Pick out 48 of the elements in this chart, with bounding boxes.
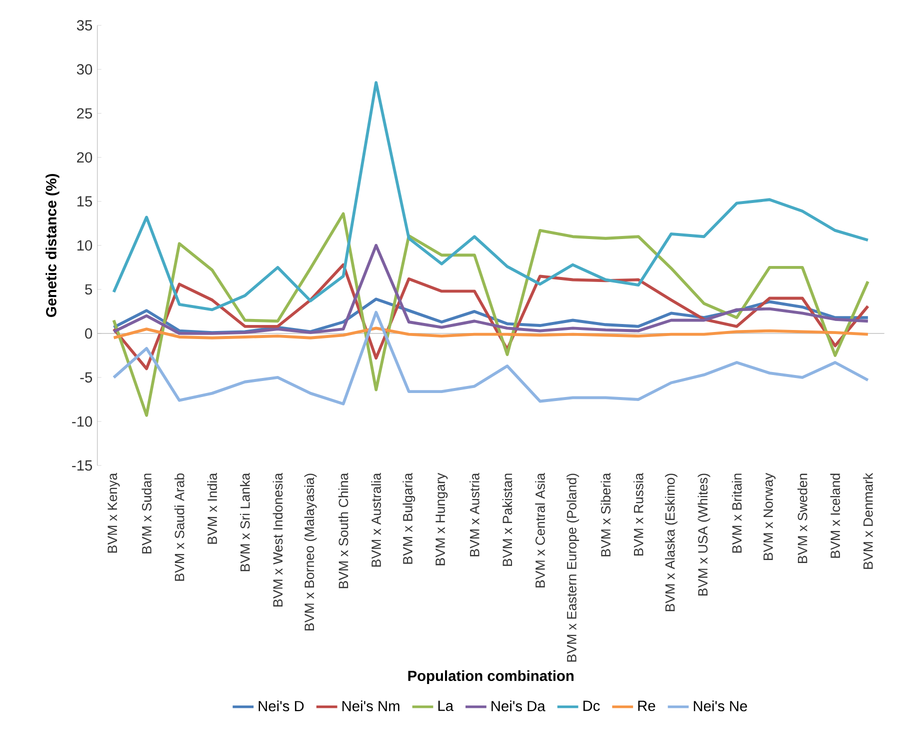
x-tick-label: BVM x Bulgaria <box>402 473 416 564</box>
x-tick-label: BVM x USA (Whites) <box>698 474 710 596</box>
legend-label: Dc <box>583 701 600 712</box>
y-tick-label: 20 <box>77 152 92 163</box>
y-tick-label: -15 <box>72 460 92 471</box>
x-tick-label: BVM x Pakistan <box>502 474 512 566</box>
x-tick-label: BVM x Siberia <box>600 473 611 556</box>
line-series <box>112 81 870 312</box>
x-tick-label: BVM x Australia <box>371 473 381 567</box>
legend-label: Nei's Da <box>492 700 546 712</box>
y-tick-label: 5 <box>85 284 92 295</box>
y-tick-label: 10 <box>77 240 92 251</box>
line-series <box>112 244 870 336</box>
x-tick-label: BVM x Borneo (Malayasia) <box>304 474 317 631</box>
x-tick-label: BVM x Britain <box>732 474 742 553</box>
x-tick-label: BVM x Sweden <box>797 474 808 564</box>
legend-label: Re <box>638 701 656 712</box>
legend-label: Nei's Ne <box>694 700 748 712</box>
x-tick-label: BVM x Austria <box>470 473 480 556</box>
y-axis-title: Genetic distance (%) <box>46 174 60 318</box>
x-axis-title: Population combination <box>408 670 574 684</box>
x-tick-label: BVM x Saudi Arab <box>174 474 184 581</box>
y-tick-label: 0 <box>85 328 92 339</box>
x-tick-label: BVM x Russia <box>634 473 644 556</box>
x-tick-label: BVM x Denmark <box>863 473 873 570</box>
y-tick-label: -5 <box>80 372 92 383</box>
line-series <box>112 212 870 417</box>
x-tick-label: BVM x Iceland <box>830 474 840 558</box>
y-tick-label: 15 <box>77 196 92 207</box>
y-tick-label: -10 <box>72 416 92 427</box>
legend-label: Nei's D <box>258 700 304 712</box>
x-tick-label: BVM x Sri Lanka <box>240 473 250 572</box>
y-tick-label: 35 <box>76 20 92 31</box>
y-tick-label: 30 <box>76 64 92 75</box>
x-tick-label: BVM x Eastern Europe (Poland) <box>566 474 580 662</box>
x-tick-label: BVM x Alaska (Eskimo) <box>664 474 678 612</box>
x-tick-label: BVM x India <box>207 473 218 544</box>
line-series <box>112 311 870 406</box>
y-tick-label: 25 <box>77 108 92 119</box>
x-tick-label: BVM x West Indonesia <box>272 473 283 607</box>
x-tick-label: BVM x Sudan <box>142 474 152 554</box>
x-tick-label: BVM x Kenya <box>108 473 120 553</box>
x-tick-label: BVM x Norway <box>764 473 776 560</box>
x-tick-label: BVM x Central Asia <box>535 473 545 588</box>
x-tick-label: BVM x South China <box>338 473 348 588</box>
legend-label: Nei's Nm <box>342 700 400 712</box>
legend-label: La <box>438 701 454 712</box>
x-tick-label: BVM x Hungary <box>436 473 448 566</box>
